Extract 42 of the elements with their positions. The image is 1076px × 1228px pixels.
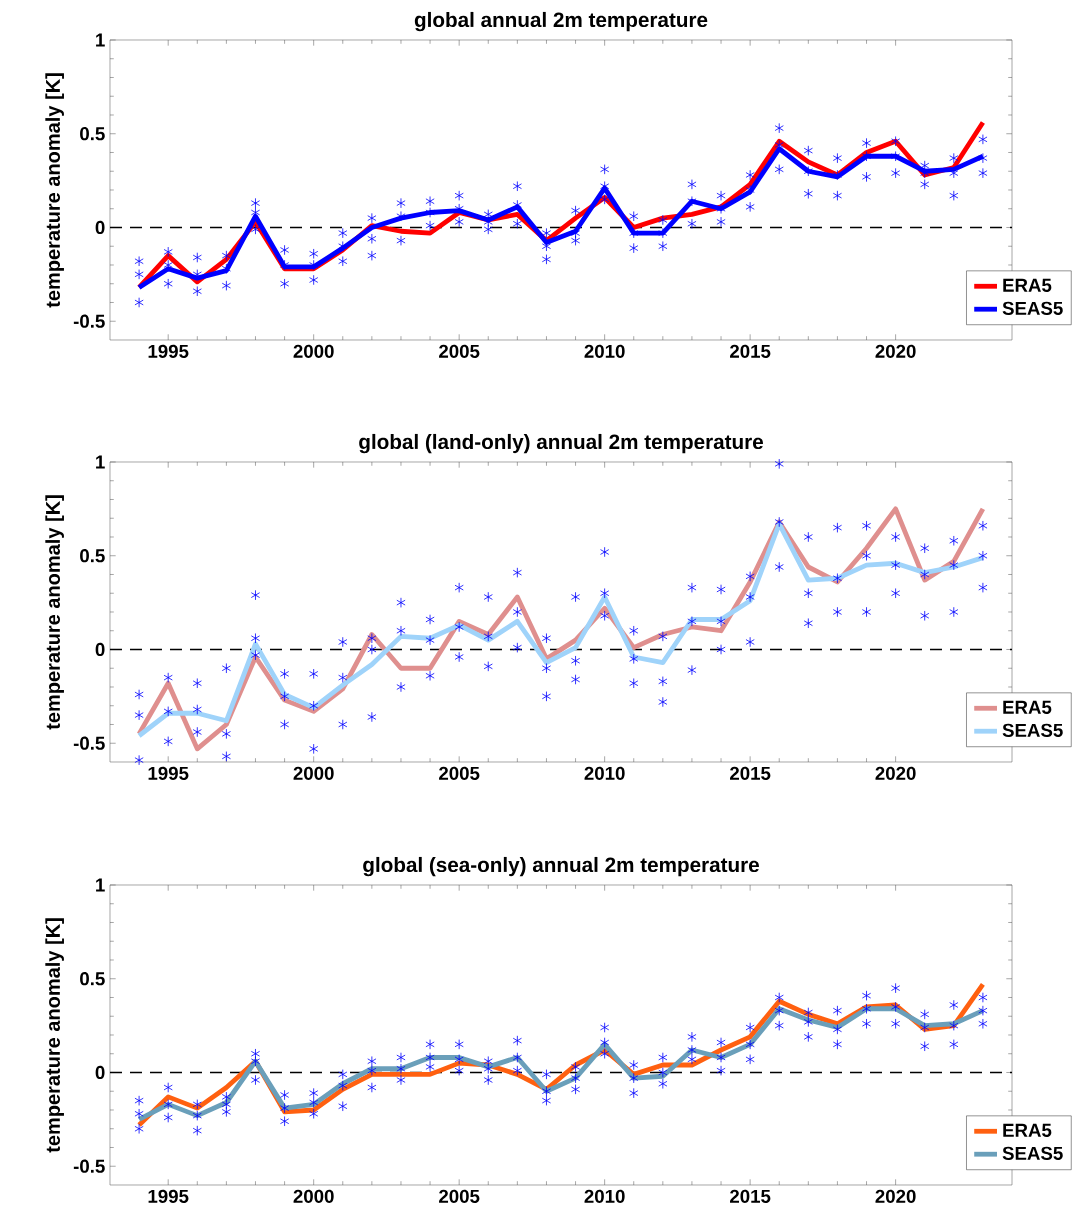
x-tick-label: 2000 <box>293 766 334 780</box>
legend-label: ERA5 <box>1003 1123 1052 1137</box>
y-tick-label: 0.5 <box>80 127 105 141</box>
y-tick-label: -0.5 <box>73 736 105 750</box>
legend-label: SEAS5 <box>1002 1146 1063 1160</box>
y-tick-label: 0.5 <box>80 972 105 986</box>
legend-label: ERA5 <box>1003 278 1052 292</box>
x-tick-label: 2010 <box>584 1189 625 1203</box>
y-axis-title: temperature anomaly [K] <box>45 495 64 730</box>
x-tick-label: 2005 <box>439 344 480 358</box>
x-tick-label: 2010 <box>584 344 625 358</box>
x-tick-label: 2015 <box>730 344 771 358</box>
legend-label: SEAS5 <box>1002 723 1063 737</box>
x-tick-label: 1995 <box>148 344 189 358</box>
x-tick-label: 2000 <box>293 1189 334 1203</box>
x-tick-label: 2015 <box>730 1189 771 1203</box>
y-tick-label: 0.5 <box>80 549 105 563</box>
x-tick-label: 2010 <box>584 766 625 780</box>
x-tick-label: 2015 <box>730 766 771 780</box>
y-tick-label: 0 <box>95 1065 105 1080</box>
y-axis-title: temperature anomaly [K] <box>45 73 64 308</box>
y-tick-label: 1 <box>96 33 105 47</box>
x-tick-label: 2020 <box>875 344 916 358</box>
x-tick-label: 2020 <box>875 766 916 780</box>
y-tick-label: 0 <box>95 642 105 657</box>
y-tick-label: -0.5 <box>73 1159 105 1173</box>
y-tick-label: 0 <box>95 220 105 235</box>
x-tick-label: 1995 <box>148 766 189 780</box>
chart-title: global (sea-only) annual 2m temperature <box>363 856 759 877</box>
y-tick-label: 1 <box>96 878 105 892</box>
x-tick-label: 2000 <box>293 344 334 358</box>
y-tick-label: 1 <box>96 455 105 469</box>
chart-title: global annual 2m temperature <box>414 11 708 32</box>
x-tick-label: 2020 <box>875 1189 916 1203</box>
legend-label: ERA5 <box>1003 700 1052 714</box>
x-tick-label: 1995 <box>148 1189 189 1203</box>
x-tick-label: 2005 <box>439 766 480 780</box>
y-axis-title: temperature anomaly [K] <box>45 918 64 1153</box>
x-tick-label: 2005 <box>439 1189 480 1203</box>
y-tick-label: -0.5 <box>73 314 105 328</box>
legend-label: SEAS5 <box>1002 301 1063 315</box>
chart-title: global (land-only) annual 2m temperature <box>359 433 763 454</box>
